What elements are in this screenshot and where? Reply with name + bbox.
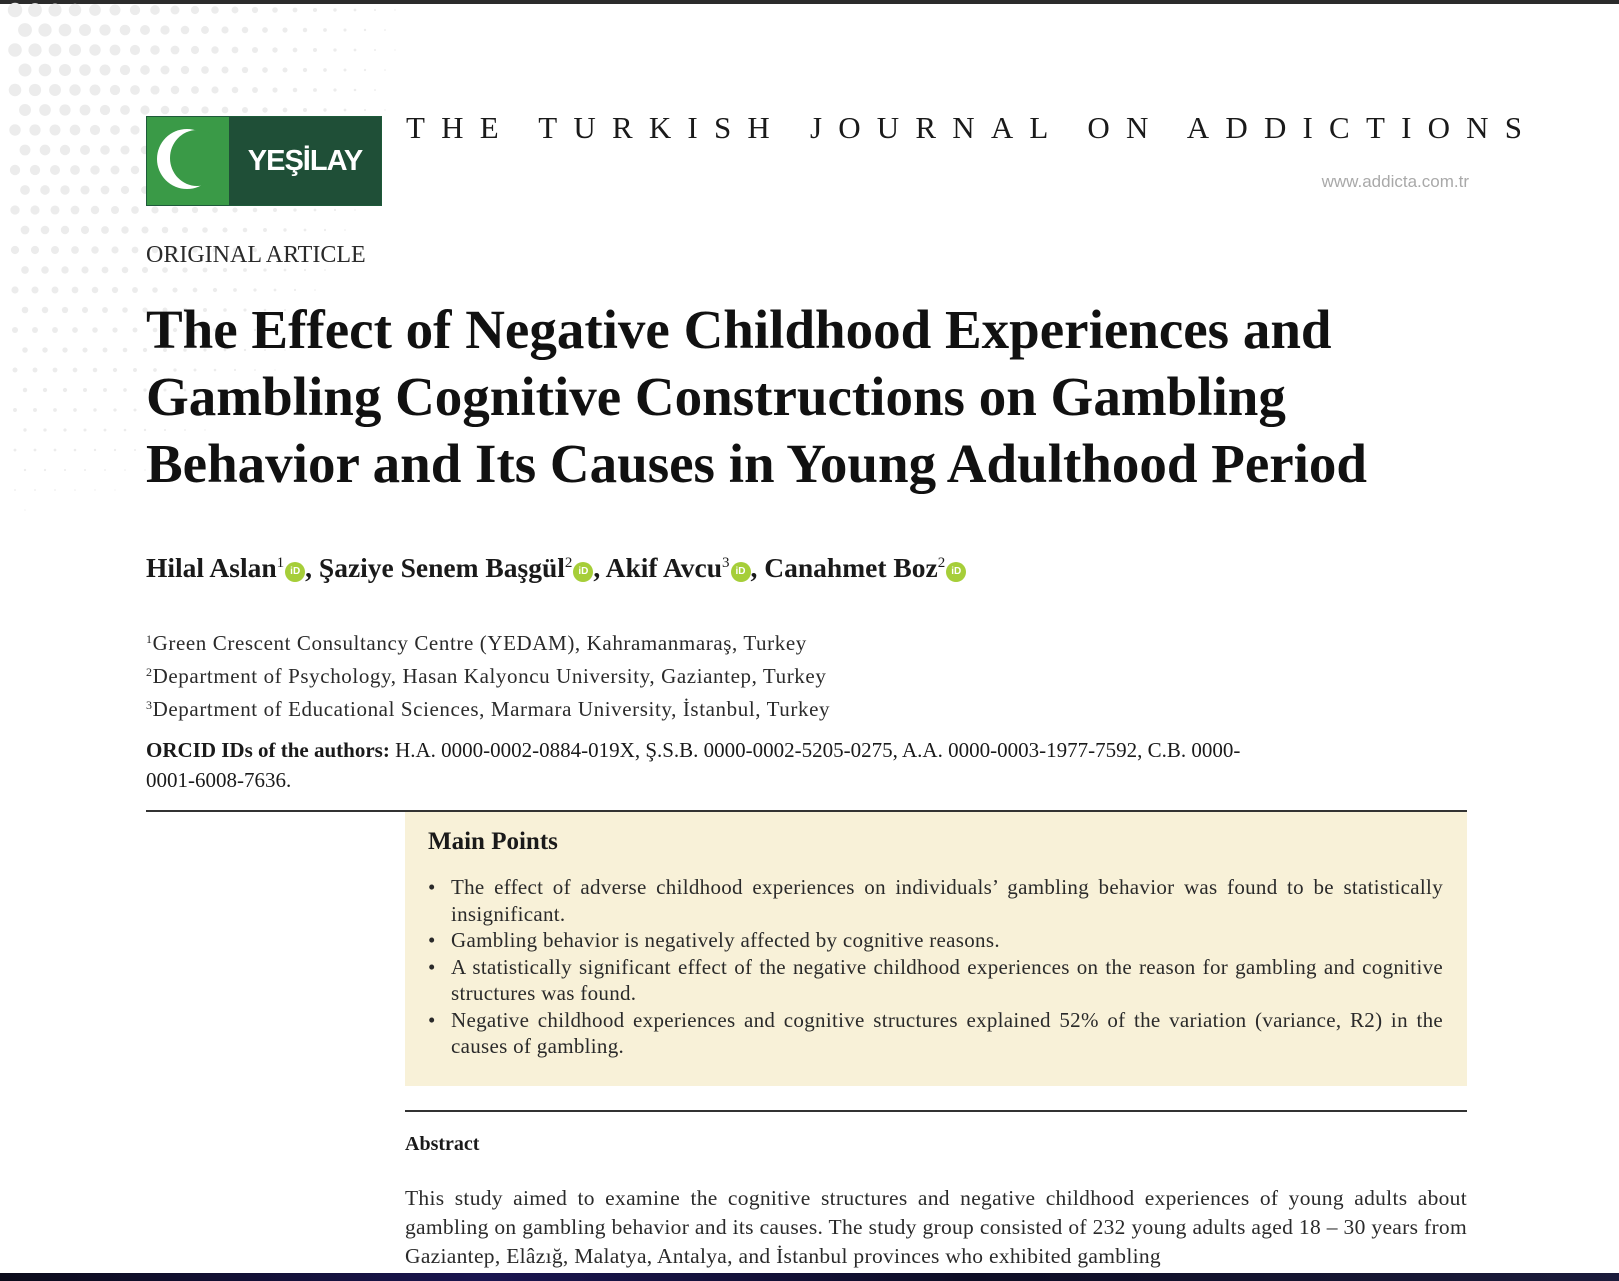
affiliation-list: 1Green Crescent Consultancy Centre (YEDA…	[146, 625, 830, 724]
main-point-item: A statistically significant effect of th…	[428, 954, 1443, 1007]
orcid-icon[interactable]: iD	[573, 562, 594, 582]
affiliation-item: 3Department of Educational Sciences, Mar…	[146, 691, 830, 724]
affiliation-number: 3	[146, 698, 153, 712]
orcid-ids: ORCID IDs of the authors: H.A. 0000-0002…	[146, 735, 1246, 795]
article-type: ORIGINAL ARTICLE	[146, 242, 366, 268]
orcid-label: ORCID IDs of the authors:	[146, 738, 390, 762]
author-name: Canahmet Boz	[764, 552, 938, 583]
affiliation-number: 1	[146, 632, 153, 646]
main-point-item: The effect of adverse childhood experien…	[428, 874, 1443, 927]
author-name: Hilal Aslan	[146, 552, 277, 583]
article-title: The Effect of Negative Childhood Experie…	[146, 299, 1368, 494]
logo-text: YEŞİLAY	[229, 117, 381, 205]
main-points-box: Main Points The effect of adverse childh…	[405, 812, 1467, 1086]
affiliation-marker: 3	[722, 555, 730, 571]
top-rule	[0, 0, 1619, 4]
author-name: Şaziye Senem Başgül	[318, 552, 565, 583]
main-point-item: Negative childhood experiences and cogni…	[428, 1007, 1443, 1060]
orcid-icon[interactable]: iD	[730, 562, 751, 582]
journal-url[interactable]: www.addicta.com.tr	[1321, 172, 1469, 191]
yesilay-logo: YEŞİLAY	[146, 116, 382, 206]
abstract-text: This study aimed to examine the cognitiv…	[405, 1186, 1467, 1268]
affiliation-marker: 2	[564, 555, 573, 571]
author-separator: ,	[750, 552, 765, 583]
affiliation-marker: 1	[276, 555, 285, 571]
affiliation-item: 2Department of Psychology, Hasan Kalyonc…	[146, 658, 830, 691]
author-name: Akif Avcu	[605, 552, 723, 583]
section-divider	[146, 810, 1467, 812]
abstract-divider	[405, 1110, 1467, 1112]
author-separator: ,	[593, 552, 606, 583]
bottom-strip	[0, 1273, 1619, 1281]
affiliation-marker: 2	[937, 555, 946, 571]
affiliation-text: Green Crescent Consultancy Centre (YEDAM…	[152, 631, 807, 655]
author-separator: ,	[305, 552, 319, 583]
main-point-item: Gambling behavior is negatively affected…	[428, 927, 1443, 954]
affiliation-item: 1Green Crescent Consultancy Centre (YEDA…	[146, 625, 830, 658]
author-list: Hilal Aslan1iD, Şaziye Senem Başgül2iD, …	[146, 552, 967, 584]
journal-title: THE TURKISH JOURNAL ON ADDICTIONS	[406, 110, 1539, 145]
main-points-list: The effect of adverse childhood experien…	[428, 874, 1443, 1060]
crescent-icon	[147, 117, 229, 205]
affiliation-text: Department of Educational Sciences, Marm…	[152, 697, 831, 721]
orcid-values: H.A. 0000-0002-0884-019X, Ş.S.B. 0000-00…	[146, 738, 1241, 792]
orcid-icon[interactable]: iD	[946, 562, 967, 582]
abstract-heading: Abstract	[405, 1133, 480, 1155]
main-points-heading: Main Points	[428, 828, 558, 855]
affiliation-number: 2	[146, 665, 153, 679]
orcid-icon[interactable]: iD	[285, 562, 306, 582]
affiliation-text: Department of Psychology, Hasan Kalyoncu…	[152, 664, 827, 688]
